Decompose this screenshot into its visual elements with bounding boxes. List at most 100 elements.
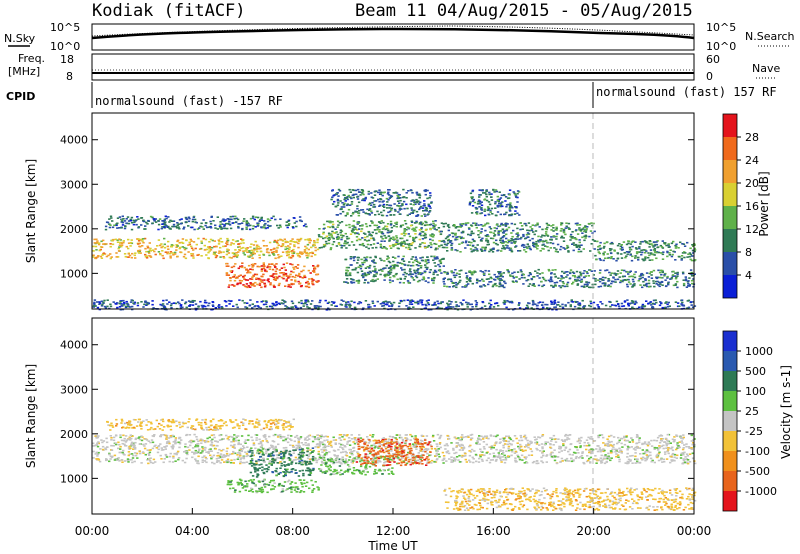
power-cell bbox=[311, 252, 315, 255]
power-cell bbox=[369, 256, 372, 259]
power-cell bbox=[112, 301, 115, 303]
power-cell bbox=[101, 254, 104, 256]
power-cell bbox=[100, 300, 103, 303]
power-cell bbox=[336, 199, 340, 202]
power-cell bbox=[610, 256, 613, 258]
power-cell bbox=[587, 222, 591, 225]
power-cell bbox=[264, 227, 267, 230]
power-cell bbox=[688, 255, 691, 258]
power-cell bbox=[367, 239, 371, 242]
power-cell bbox=[298, 216, 302, 218]
power-cell bbox=[180, 241, 184, 244]
power-cell bbox=[453, 276, 457, 279]
power-cell bbox=[433, 228, 436, 230]
power-cell bbox=[114, 238, 117, 241]
power-cell bbox=[438, 268, 442, 271]
power-cell bbox=[667, 283, 670, 286]
power-cell bbox=[287, 285, 290, 288]
power-cell bbox=[386, 228, 389, 230]
power-cell bbox=[609, 257, 613, 260]
power-cell bbox=[402, 282, 405, 284]
power-cell bbox=[412, 279, 416, 281]
velocity-cell bbox=[469, 444, 472, 447]
power-cell bbox=[245, 228, 248, 230]
power-cell bbox=[244, 247, 248, 250]
power-cell bbox=[118, 216, 122, 218]
power-cell bbox=[269, 283, 272, 286]
power-cell bbox=[501, 247, 504, 250]
power-cell bbox=[663, 243, 667, 245]
power-cell bbox=[203, 244, 206, 247]
power-cell bbox=[202, 219, 205, 221]
power-cell bbox=[254, 240, 257, 243]
power-cell bbox=[240, 265, 244, 267]
power-cell bbox=[345, 272, 348, 275]
power-cell bbox=[568, 228, 571, 230]
power-cell bbox=[169, 257, 172, 259]
power-cell bbox=[227, 252, 231, 254]
power-cell bbox=[92, 250, 95, 252]
power-cell bbox=[362, 244, 366, 247]
nave-tick-top: 60 bbox=[706, 53, 720, 66]
power-cell bbox=[157, 228, 160, 231]
power-cell bbox=[437, 263, 440, 266]
power-cell bbox=[332, 241, 336, 243]
freq-tick-top: 18 bbox=[60, 53, 74, 66]
power-cell bbox=[122, 299, 125, 302]
power-cell bbox=[361, 189, 364, 192]
power-cell bbox=[309, 303, 313, 305]
velocity-cell bbox=[318, 454, 322, 456]
velocity-cell bbox=[588, 449, 591, 451]
power-cell bbox=[102, 302, 105, 304]
power-cell bbox=[376, 227, 380, 229]
power-cell bbox=[191, 220, 194, 223]
power-cell bbox=[374, 275, 377, 277]
power-cell bbox=[555, 233, 559, 235]
power-cell bbox=[450, 242, 454, 245]
power-cell bbox=[650, 304, 653, 306]
power-cell bbox=[279, 218, 282, 220]
velocity-cell bbox=[583, 462, 586, 465]
power-cell bbox=[107, 254, 110, 257]
velocity-cell bbox=[215, 461, 219, 463]
power-cell bbox=[259, 218, 262, 221]
power-cell bbox=[163, 306, 167, 308]
power-cell bbox=[371, 221, 374, 224]
power-cell bbox=[285, 262, 289, 264]
velocity-cell bbox=[590, 450, 594, 453]
power-cell bbox=[525, 304, 529, 307]
power-cell bbox=[179, 251, 182, 253]
power-cell bbox=[655, 283, 658, 285]
power-cell bbox=[501, 205, 504, 208]
power-cell bbox=[221, 219, 224, 222]
power-cell bbox=[142, 306, 145, 308]
power-cell bbox=[485, 193, 488, 196]
power-cell bbox=[434, 248, 437, 251]
power-cell bbox=[467, 302, 470, 304]
power-cell bbox=[409, 273, 412, 275]
power-cell bbox=[185, 221, 188, 223]
power-cell bbox=[277, 239, 280, 242]
power-cell bbox=[520, 274, 524, 276]
power-cell bbox=[471, 190, 474, 193]
power-cell bbox=[367, 190, 370, 193]
power-cell bbox=[183, 248, 187, 251]
power-cell bbox=[414, 230, 417, 232]
power-cell bbox=[116, 222, 119, 225]
power-cell bbox=[484, 234, 487, 237]
power-cell bbox=[620, 257, 624, 259]
power-cell bbox=[415, 276, 419, 279]
power-cell bbox=[400, 208, 403, 210]
power-cell bbox=[350, 201, 354, 203]
velocity-cell bbox=[201, 461, 204, 463]
power-cell bbox=[296, 264, 300, 266]
power-cell bbox=[469, 248, 473, 250]
power-cell bbox=[327, 301, 331, 304]
velocity-cell bbox=[183, 461, 187, 464]
power-cell bbox=[651, 244, 654, 247]
velocity-cell bbox=[234, 438, 237, 440]
power-cell bbox=[385, 248, 388, 250]
power-cell bbox=[386, 193, 390, 195]
power-cell bbox=[167, 225, 170, 228]
velocity-cell bbox=[110, 444, 113, 447]
